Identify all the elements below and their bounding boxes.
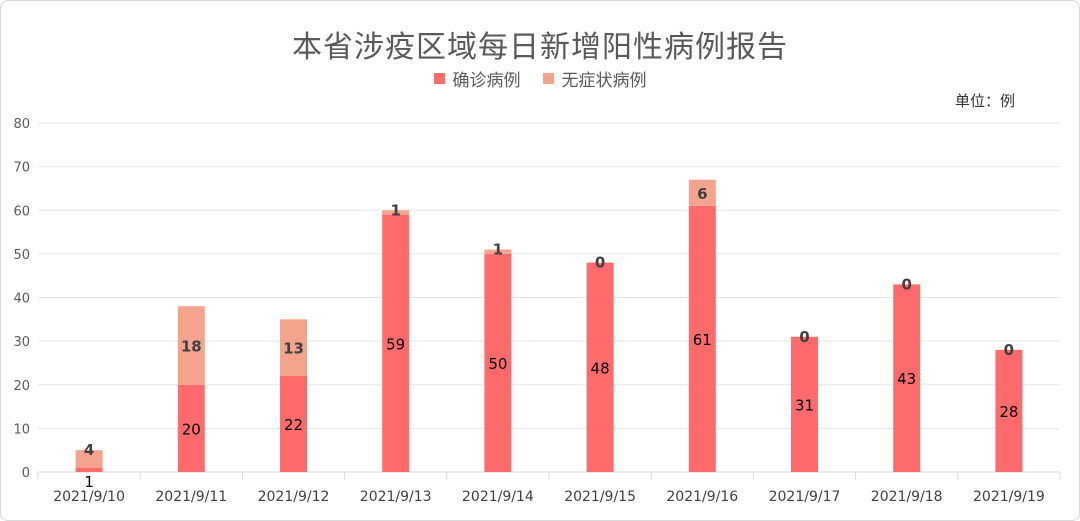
data-label-confirmed: 48: [591, 359, 610, 377]
y-tick-label: 30: [13, 335, 30, 350]
bar-confirmed: [995, 349, 1023, 472]
x-tick-label: 2021/9/17: [769, 489, 841, 505]
data-label-confirmed: 28: [999, 403, 1018, 421]
y-tick-label: 40: [13, 292, 30, 307]
bar-confirmed: [688, 205, 716, 472]
bar-confirmed: [791, 336, 818, 472]
bar-confirmed: [893, 284, 921, 472]
data-label-asymptomatic: 13: [283, 340, 304, 358]
legend-label-asymptomatic: 无症状病例: [561, 71, 647, 91]
bar-confirmed: [75, 467, 103, 472]
data-label-confirmed: 31: [795, 396, 814, 414]
x-tick-label: 2021/9/18: [871, 489, 943, 505]
x-tick-label: 2021/9/12: [258, 489, 330, 505]
legend-item-asymptomatic: 无症状病例: [542, 66, 647, 91]
legend: 确诊病例 无症状病例: [0, 66, 1080, 91]
x-tick-label: 2021/9/14: [462, 489, 534, 505]
data-label-asymptomatic: 0: [1004, 341, 1014, 359]
y-tick-label: 80: [13, 117, 30, 132]
bar-confirmed: [484, 253, 512, 472]
bar-asymptomatic: [280, 319, 307, 377]
bar-asymptomatic: [177, 306, 205, 385]
data-label-confirmed: 20: [182, 420, 201, 438]
bar-asymptomatic: [688, 179, 716, 206]
bar-confirmed: [280, 376, 307, 472]
legend-item-confirmed: 确诊病例: [433, 66, 521, 91]
x-tick-label: 2021/9/13: [360, 489, 432, 505]
data-label-asymptomatic: 4: [84, 441, 94, 459]
y-tick-label: 70: [13, 161, 30, 176]
bar-confirmed: [586, 262, 614, 472]
x-tick-label: 2021/9/15: [564, 489, 636, 505]
bar-confirmed: [177, 384, 205, 472]
y-tick-label: 20: [13, 379, 30, 394]
data-label-asymptomatic: 0: [595, 254, 605, 272]
data-label-confirmed: 1: [84, 473, 94, 491]
data-label-confirmed: 22: [284, 416, 303, 434]
y-tick-label: 10: [13, 422, 30, 437]
data-label-confirmed: 50: [488, 355, 507, 373]
data-label-asymptomatic: 1: [493, 241, 503, 259]
x-tick-label: 2021/9/11: [155, 489, 227, 505]
bar-asymptomatic: [382, 210, 410, 215]
data-label-confirmed: 61: [693, 331, 712, 349]
y-tick-label: 0: [22, 466, 30, 481]
legend-swatch-confirmed: [433, 73, 445, 84]
data-label-confirmed: 43: [897, 370, 916, 388]
bar-confirmed: [382, 214, 410, 473]
legend-swatch-asymptomatic: [542, 73, 554, 84]
bar-asymptomatic: [484, 249, 512, 254]
chart-title: 本省涉疫区域每日新增阳性病例报告: [292, 30, 788, 65]
data-label-asymptomatic: 0: [799, 328, 809, 346]
data-label-asymptomatic: 6: [697, 185, 707, 203]
data-label-confirmed: 59: [386, 335, 405, 353]
data-label-asymptomatic: 18: [181, 337, 202, 355]
x-tick-label: 2021/9/19: [973, 489, 1045, 505]
legend-label-confirmed: 确诊病例: [452, 71, 521, 91]
data-label-asymptomatic: 1: [390, 201, 400, 219]
unit-label: 单位：例: [955, 92, 1016, 110]
y-tick-label: 60: [13, 204, 30, 219]
x-tick-label: 2021/9/16: [666, 489, 738, 505]
data-label-asymptomatic: 0: [901, 275, 911, 293]
x-tick-label: 2021/9/10: [53, 489, 125, 505]
bar-asymptomatic: [75, 450, 103, 468]
y-tick-label: 50: [13, 248, 30, 263]
